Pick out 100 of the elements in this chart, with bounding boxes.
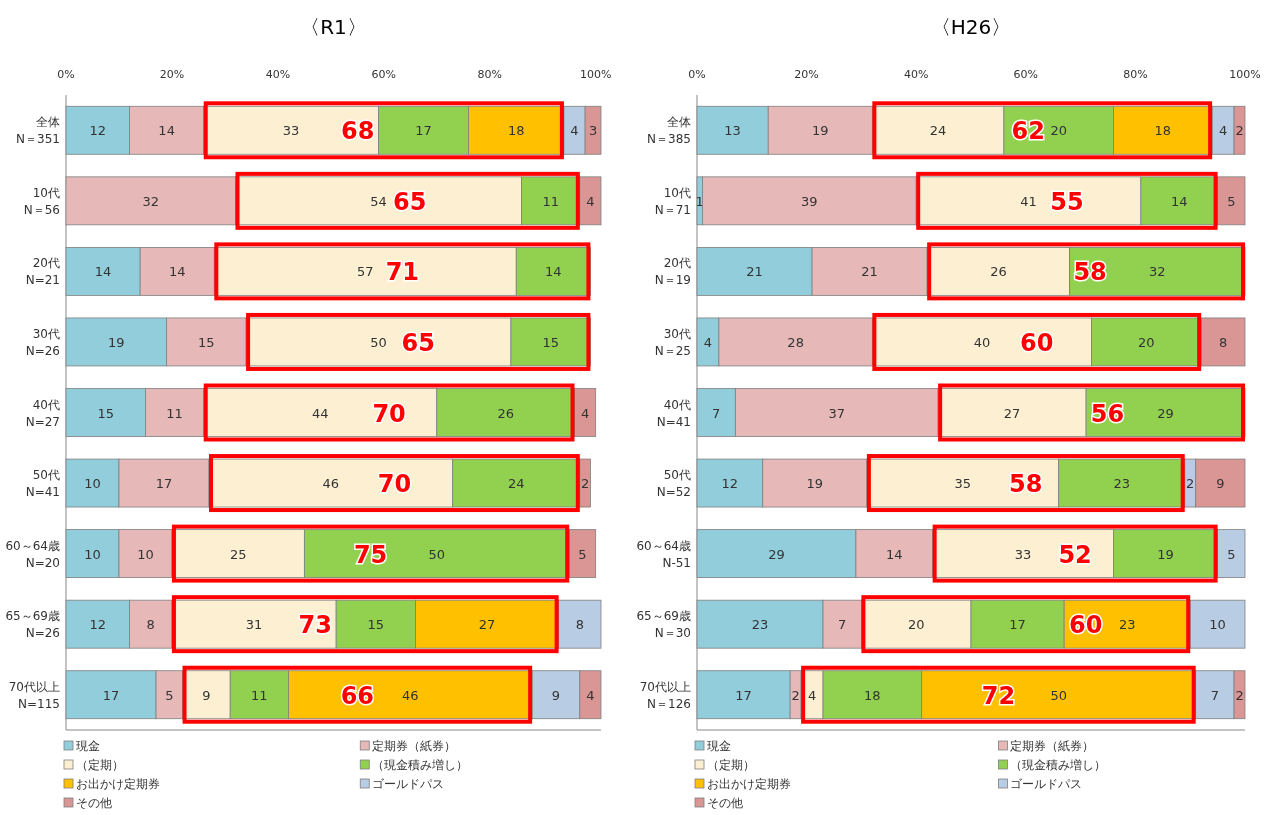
data-label: 17: [1009, 617, 1026, 633]
x-tick-label: 20%: [794, 68, 819, 81]
data-label: 18: [1154, 123, 1172, 139]
data-label: 19: [806, 476, 824, 492]
data-label: 12: [89, 123, 107, 139]
data-label: 26: [497, 405, 514, 421]
data-label: 14: [1170, 193, 1188, 209]
data-label: 54: [370, 193, 387, 209]
data-label: 24: [929, 123, 947, 139]
legend-label: （現金積み増し）: [372, 758, 469, 772]
bar: [1217, 529, 1246, 578]
x-tick-label: 80%: [477, 68, 502, 81]
y-tick-label: 20代 N=21: [25, 256, 60, 288]
data-label: 3: [588, 123, 598, 139]
y-tick-label: 全体 N＝351: [16, 115, 60, 147]
annotation: 55: [1050, 187, 1084, 216]
data-label: 4: [703, 334, 713, 350]
legend-label: 定期券（紙券）: [1010, 739, 1095, 753]
legend-label: ゴールドパス: [1010, 777, 1083, 791]
y-tick-label: 40代 N=27: [25, 397, 60, 429]
data-label: 21: [861, 264, 878, 280]
data-label: 5: [1227, 193, 1236, 209]
data-label: 4: [570, 123, 579, 139]
data-label: 31: [245, 617, 263, 633]
bar: [1189, 599, 1246, 649]
y-tick-label: 40代 N=41: [656, 397, 691, 429]
data-label: 8: [146, 617, 155, 633]
data-label: 15: [542, 334, 559, 350]
x-tick-label: 0%: [57, 68, 75, 81]
annotation: 71: [385, 258, 420, 287]
data-label: 17: [102, 687, 120, 703]
data-label: 17: [735, 687, 752, 703]
data-label: 2: [1186, 476, 1195, 492]
annotation: 60: [1020, 328, 1054, 357]
data-label: 13: [724, 123, 741, 139]
data-label: 14: [94, 264, 112, 280]
data-label: 32: [142, 193, 160, 209]
data-label: 32: [1149, 264, 1166, 280]
data-label: 46: [402, 687, 419, 703]
data-label: 10: [1209, 617, 1226, 633]
data-label: 35: [954, 476, 972, 492]
data-label: 12: [89, 617, 107, 633]
data-label: 15: [198, 334, 215, 350]
data-label: 33: [282, 123, 300, 139]
data-label: 9: [551, 687, 561, 703]
legend-label: （定期）: [707, 758, 755, 772]
legend-label: その他: [76, 796, 112, 810]
y-tick-label: 65～69歳 N=26: [5, 609, 60, 641]
data-label: 27: [478, 617, 496, 633]
data-label: 4: [586, 687, 595, 703]
bar: [558, 599, 602, 649]
y-tick-label: 50代 N=52: [656, 468, 691, 500]
annotation: 62: [1011, 117, 1045, 146]
x-tick-label: 0%: [688, 68, 706, 81]
data-label: 19: [108, 334, 125, 350]
data-label: 41: [1020, 193, 1037, 209]
data-label: 18: [864, 687, 881, 703]
data-label: 8: [575, 617, 584, 633]
data-label: 26: [990, 264, 1007, 280]
data-label: 7: [712, 405, 721, 421]
x-tick-label: 80%: [1123, 68, 1148, 81]
data-label: 29: [1157, 405, 1174, 421]
data-label: 9: [202, 687, 211, 703]
data-label: 10: [84, 476, 101, 492]
data-label: 2: [580, 476, 590, 492]
data-label: 10: [84, 546, 101, 562]
data-label: 4: [580, 405, 590, 421]
data-label: 11: [542, 193, 559, 209]
x-tick-label: 100%: [1229, 68, 1261, 81]
data-label: 5: [1227, 546, 1236, 562]
data-label: 37: [828, 405, 846, 421]
x-tick-label: 60%: [371, 68, 397, 81]
x-tick-label: 40%: [265, 68, 291, 81]
data-label: 50: [1050, 687, 1067, 703]
data-label: 7: [838, 617, 847, 633]
annotation: 70: [377, 470, 412, 499]
x-tick-label: 100%: [579, 68, 612, 81]
data-label: 4: [1218, 123, 1228, 139]
legend-label: お出かけ定期券: [76, 777, 160, 791]
data-label: 14: [168, 264, 186, 280]
y-tick-label: 60～64歳 N-51: [636, 538, 691, 570]
data-label: 11: [251, 687, 268, 703]
x-tick-label: 20%: [159, 68, 185, 81]
data-label: 27: [1003, 405, 1021, 421]
chart-title: 〈R1〉: [300, 15, 367, 39]
y-tick-label: 65～69歳 N＝30: [636, 609, 691, 641]
bar: [579, 176, 602, 226]
data-label: 2: [791, 687, 800, 703]
y-tick-label: 全体 N＝385: [647, 115, 691, 147]
chart-title: 〈H26〉: [930, 15, 1012, 39]
annotation: 60: [1069, 611, 1103, 640]
legend-label: 現金: [707, 739, 731, 753]
y-tick-label: 10代 N＝56: [23, 185, 60, 217]
annotation: 70: [372, 399, 406, 428]
data-label: 5: [165, 687, 174, 703]
legend-label: 定期券（紙券）: [372, 739, 457, 753]
annotation: 68: [341, 117, 375, 146]
data-label: 39: [801, 193, 818, 209]
data-label: 44: [311, 405, 329, 421]
x-tick-label: 60%: [1013, 68, 1039, 81]
